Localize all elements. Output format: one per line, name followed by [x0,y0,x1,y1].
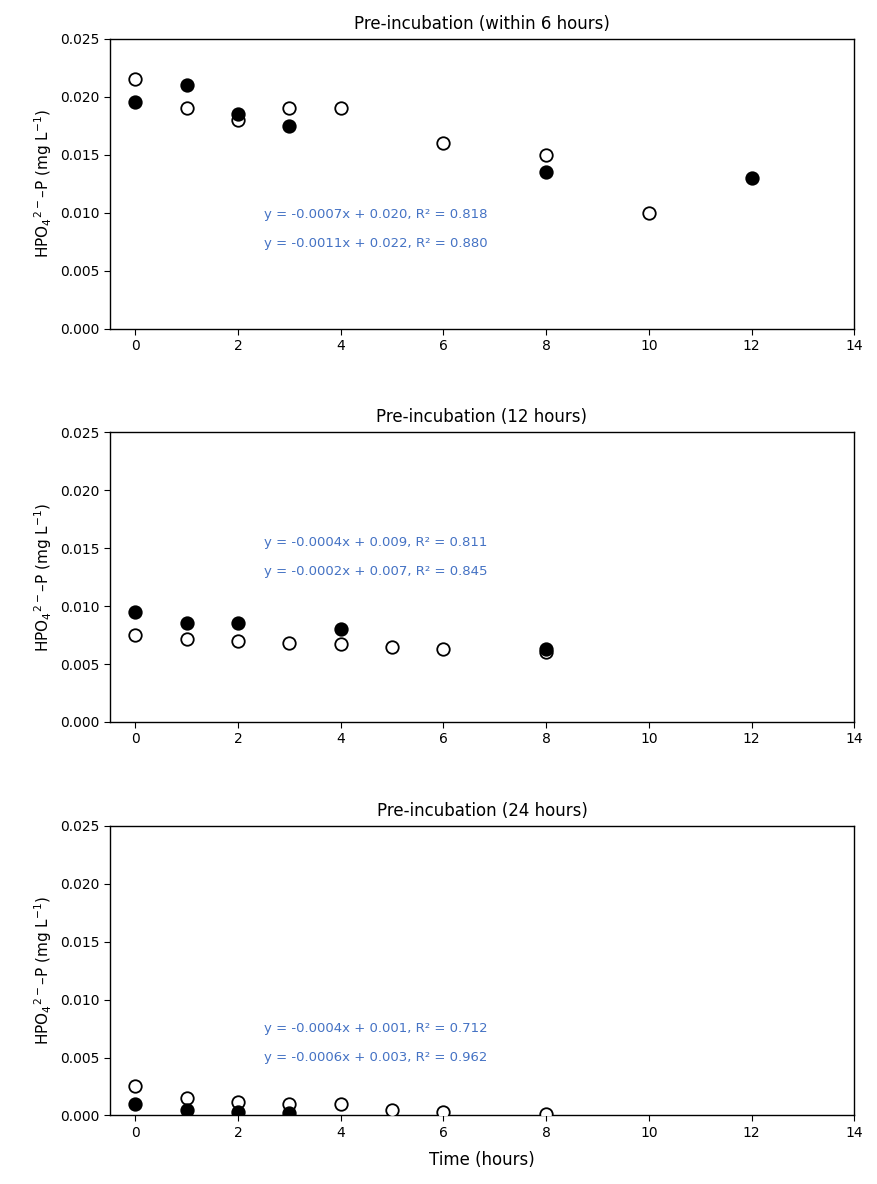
Y-axis label: HPO$_4$$^{2-}$–P (mg L$^{-1}$): HPO$_4$$^{2-}$–P (mg L$^{-1}$) [32,109,54,258]
Text: y = -0.0007x + 0.020, R² = 0.818: y = -0.0007x + 0.020, R² = 0.818 [263,208,487,221]
Y-axis label: HPO$_4$$^{2-}$–P (mg L$^{-1}$): HPO$_4$$^{2-}$–P (mg L$^{-1}$) [32,896,54,1045]
Text: y = -0.0006x + 0.003, R² = 0.962: y = -0.0006x + 0.003, R² = 0.962 [263,1051,487,1064]
Title: Pre-incubation (24 hours): Pre-incubation (24 hours) [376,802,587,821]
Text: y = -0.0004x + 0.001, R² = 0.712: y = -0.0004x + 0.001, R² = 0.712 [263,1022,487,1035]
X-axis label: Time (hours): Time (hours) [429,1151,534,1169]
Text: y = -0.0004x + 0.009, R² = 0.811: y = -0.0004x + 0.009, R² = 0.811 [263,536,487,549]
Text: y = -0.0002x + 0.007, R² = 0.845: y = -0.0002x + 0.007, R² = 0.845 [263,565,487,578]
Title: Pre-incubation (within 6 hours): Pre-incubation (within 6 hours) [353,15,610,33]
Y-axis label: HPO$_4$$^{2-}$–P (mg L$^{-1}$): HPO$_4$$^{2-}$–P (mg L$^{-1}$) [32,502,54,651]
Title: Pre-incubation (12 hours): Pre-incubation (12 hours) [376,408,587,426]
Text: y = -0.0011x + 0.022, R² = 0.880: y = -0.0011x + 0.022, R² = 0.880 [263,237,487,250]
